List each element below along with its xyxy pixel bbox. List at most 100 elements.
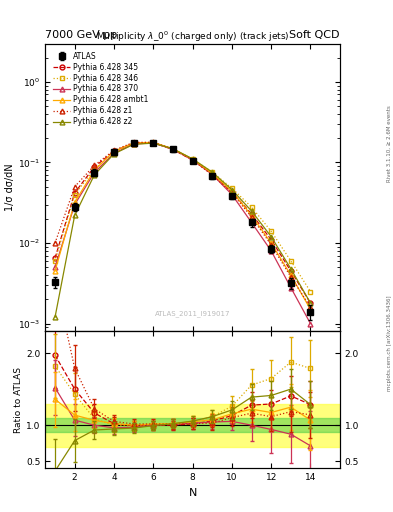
Pythia 6.428 ambt1 [269, 240, 274, 246]
Pythia 6.428 z2 [72, 212, 77, 219]
Pythia 6.428 370 [190, 157, 195, 163]
Pythia 6.428 z1 [151, 139, 156, 145]
Pythia 6.428 z2 [249, 208, 254, 214]
Pythia 6.428 370 [92, 169, 97, 176]
Pythia 6.428 346 [171, 146, 175, 152]
Pythia 6.428 370 [269, 248, 274, 254]
Pythia 6.428 370 [171, 146, 175, 152]
Line: Pythia 6.428 ambt1: Pythia 6.428 ambt1 [53, 140, 313, 312]
Pythia 6.428 z2 [112, 151, 116, 157]
Pythia 6.428 346 [112, 149, 116, 155]
Pythia 6.428 z2 [230, 186, 234, 193]
Pythia 6.428 345 [53, 255, 57, 261]
Pythia 6.428 ambt1 [190, 156, 195, 162]
Pythia 6.428 z1 [53, 240, 57, 246]
Text: Rivet 3.1.10, ≥ 2.6M events: Rivet 3.1.10, ≥ 2.6M events [387, 105, 392, 182]
Pythia 6.428 346 [210, 169, 215, 175]
Pythia 6.428 z1 [269, 242, 274, 248]
Pythia 6.428 346 [131, 140, 136, 146]
Pythia 6.428 346 [92, 166, 97, 173]
Pythia 6.428 ambt1 [288, 272, 293, 278]
Pythia 6.428 ambt1 [308, 306, 313, 312]
Pythia 6.428 z1 [112, 147, 116, 153]
Pythia 6.428 370 [112, 150, 116, 156]
Legend: ATLAS, Pythia 6.428 345, Pythia 6.428 346, Pythia 6.428 370, Pythia 6.428 ambt1,: ATLAS, Pythia 6.428 345, Pythia 6.428 34… [52, 50, 150, 127]
Pythia 6.428 z1 [230, 190, 234, 196]
Pythia 6.428 z2 [171, 146, 175, 152]
Pythia 6.428 345 [92, 164, 97, 170]
Pythia 6.428 z2 [92, 172, 97, 178]
Pythia 6.428 z2 [308, 300, 313, 306]
Pythia 6.428 ambt1 [230, 188, 234, 194]
Pythia 6.428 ambt1 [171, 146, 175, 152]
Pythia 6.428 370 [288, 285, 293, 291]
X-axis label: N: N [188, 488, 197, 498]
Pythia 6.428 345 [190, 157, 195, 163]
Pythia 6.428 346 [249, 204, 254, 210]
Pythia 6.428 z2 [269, 233, 274, 240]
Pythia 6.428 ambt1 [210, 170, 215, 177]
Pythia 6.428 z1 [249, 214, 254, 220]
Pythia 6.428 z2 [288, 266, 293, 272]
Pythia 6.428 ambt1 [249, 212, 254, 219]
Pythia 6.428 345 [269, 237, 274, 243]
Pythia 6.428 345 [112, 148, 116, 154]
Pythia 6.428 370 [210, 172, 215, 178]
Text: 7000 GeV pp: 7000 GeV pp [45, 30, 118, 40]
Pythia 6.428 z1 [288, 274, 293, 280]
Line: Pythia 6.428 345: Pythia 6.428 345 [53, 140, 313, 306]
Pythia 6.428 345 [210, 171, 215, 177]
Pythia 6.428 370 [131, 141, 136, 147]
Y-axis label: Ratio to ATLAS: Ratio to ATLAS [14, 367, 23, 433]
Bar [45, 418, 340, 433]
Pythia 6.428 346 [151, 140, 156, 146]
Pythia 6.428 370 [249, 220, 254, 226]
Pythia 6.428 370 [308, 321, 313, 327]
Pythia 6.428 345 [230, 189, 234, 195]
Pythia 6.428 370 [72, 202, 77, 208]
Pythia 6.428 ambt1 [131, 140, 136, 146]
Pythia 6.428 370 [53, 264, 57, 270]
Pythia 6.428 345 [171, 146, 175, 153]
Pythia 6.428 345 [308, 300, 313, 306]
Text: Soft QCD: Soft QCD [290, 30, 340, 40]
Pythia 6.428 ambt1 [112, 148, 116, 154]
Pythia 6.428 z1 [308, 304, 313, 310]
Pythia 6.428 370 [151, 140, 156, 146]
Line: Pythia 6.428 370: Pythia 6.428 370 [53, 140, 313, 326]
Line: Pythia 6.428 z1: Pythia 6.428 z1 [53, 140, 313, 310]
Pythia 6.428 z2 [53, 314, 57, 321]
Pythia 6.428 345 [72, 190, 77, 196]
Pythia 6.428 346 [190, 156, 195, 162]
Pythia 6.428 ambt1 [151, 139, 156, 145]
Bar [45, 403, 340, 447]
Pythia 6.428 z2 [210, 169, 215, 175]
Pythia 6.428 z1 [72, 184, 77, 190]
Pythia 6.428 345 [151, 140, 156, 146]
Pythia 6.428 ambt1 [53, 268, 57, 274]
Pythia 6.428 z2 [151, 140, 156, 146]
Pythia 6.428 z2 [131, 141, 136, 147]
Pythia 6.428 z2 [190, 156, 195, 162]
Pythia 6.428 346 [308, 288, 313, 294]
Pythia 6.428 z1 [131, 139, 136, 145]
Pythia 6.428 z1 [190, 157, 195, 163]
Pythia 6.428 z1 [171, 146, 175, 152]
Pythia 6.428 370 [230, 191, 234, 198]
Y-axis label: 1/σ dσ/dN: 1/σ dσ/dN [5, 164, 15, 211]
Line: Pythia 6.428 z2: Pythia 6.428 z2 [53, 141, 313, 319]
Pythia 6.428 345 [131, 140, 136, 146]
Title: Multiplicity $\lambda\_0^0$ (charged only) (track jets): Multiplicity $\lambda\_0^0$ (charged onl… [96, 29, 289, 44]
Pythia 6.428 346 [72, 191, 77, 198]
Pythia 6.428 ambt1 [92, 167, 97, 174]
Pythia 6.428 346 [53, 258, 57, 264]
Text: mcplots.cern.ch [arXiv:1306.3436]: mcplots.cern.ch [arXiv:1306.3436] [387, 295, 392, 391]
Pythia 6.428 ambt1 [72, 199, 77, 205]
Pythia 6.428 345 [288, 268, 293, 274]
Text: ATLAS_2011_I919017: ATLAS_2011_I919017 [155, 311, 230, 317]
Line: Pythia 6.428 346: Pythia 6.428 346 [53, 140, 313, 294]
Pythia 6.428 346 [269, 228, 274, 234]
Pythia 6.428 346 [288, 258, 293, 264]
Pythia 6.428 345 [249, 211, 254, 217]
Pythia 6.428 346 [230, 185, 234, 191]
